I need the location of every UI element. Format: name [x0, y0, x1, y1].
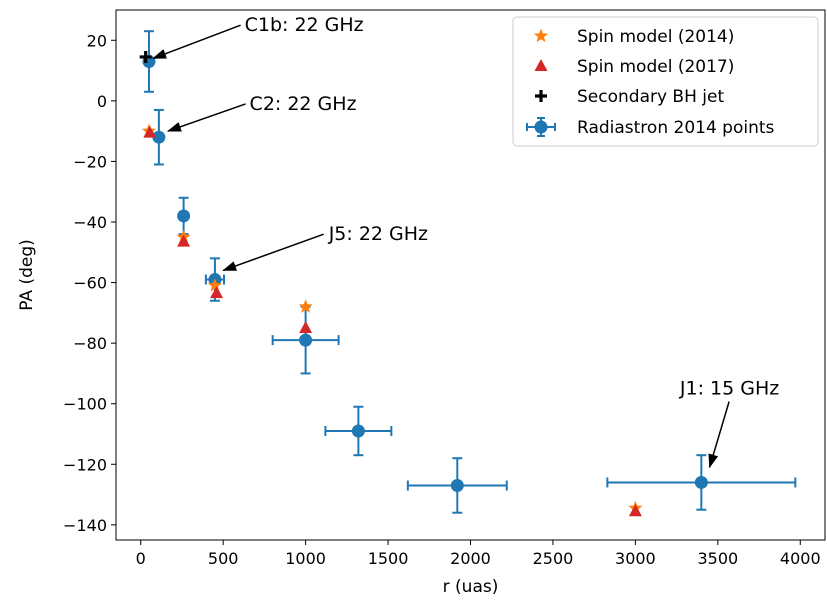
radiastron-point [694, 475, 708, 489]
annotation-arrow [166, 103, 246, 132]
annotation-label: C1b: 22 GHz [245, 14, 364, 36]
legend-label: Radiastron 2014 points [577, 118, 775, 138]
y-tick-label: −100 [63, 395, 107, 414]
annotation-arrow [222, 233, 324, 272]
legend-box [512, 16, 819, 147]
radiastron-point [299, 333, 313, 347]
x-tick-label: 1500 [368, 549, 409, 568]
radiastron-point [450, 478, 464, 492]
x-axis-label: r (uas) [443, 577, 499, 597]
spin-2017-point [299, 321, 313, 333]
y-tick-label: −20 [73, 152, 107, 171]
radiastron-point [152, 130, 166, 144]
x-tick-label: 4000 [780, 549, 821, 568]
legend-label: Secondary BH jet [577, 87, 724, 107]
y-tick-label: −140 [63, 516, 107, 535]
spin-2017-point [177, 234, 191, 247]
spin-2017-point [628, 504, 642, 517]
y-tick-label: −120 [63, 455, 107, 474]
legend-marker [534, 120, 548, 134]
annotation-arrow [152, 24, 241, 60]
radiastron-point [177, 209, 191, 223]
spin-2014-point [207, 278, 223, 292]
spin-2017-point [143, 125, 157, 138]
y-tick-label: 0 [97, 92, 107, 111]
annotation-label: J1: 15 GHz [679, 378, 779, 400]
y-axis-label: PA (deg) [17, 239, 37, 311]
y-tick-label: −40 [73, 213, 107, 232]
legend-marker [535, 90, 547, 102]
x-tick-label: 1000 [285, 549, 326, 568]
x-tick-label: 2000 [450, 549, 491, 568]
legend-marker [533, 28, 549, 43]
x-tick-label: 500 [208, 549, 239, 568]
annotation-label: J5: 22 GHz [328, 223, 428, 245]
x-tick-label: 2500 [533, 549, 574, 568]
legend-label: Spin model (2014) [577, 27, 734, 47]
annotation-arrow [708, 401, 730, 469]
legend-marker [534, 59, 548, 71]
legend-label: Spin model (2017) [577, 57, 734, 77]
spin-2017-point [210, 286, 224, 299]
annotation-label: C2: 22 GHz [250, 93, 357, 115]
radiastron-point [351, 424, 365, 438]
bh-jet-point [139, 50, 152, 63]
x-tick-label: 3000 [615, 549, 656, 568]
x-tick-label: 0 [136, 549, 146, 568]
x-tick-label: 3500 [697, 549, 738, 568]
y-tick-label: −60 [73, 274, 107, 293]
spin-2014-point [298, 299, 313, 313]
y-tick-label: −80 [73, 334, 107, 353]
y-tick-label: 20 [87, 31, 107, 50]
